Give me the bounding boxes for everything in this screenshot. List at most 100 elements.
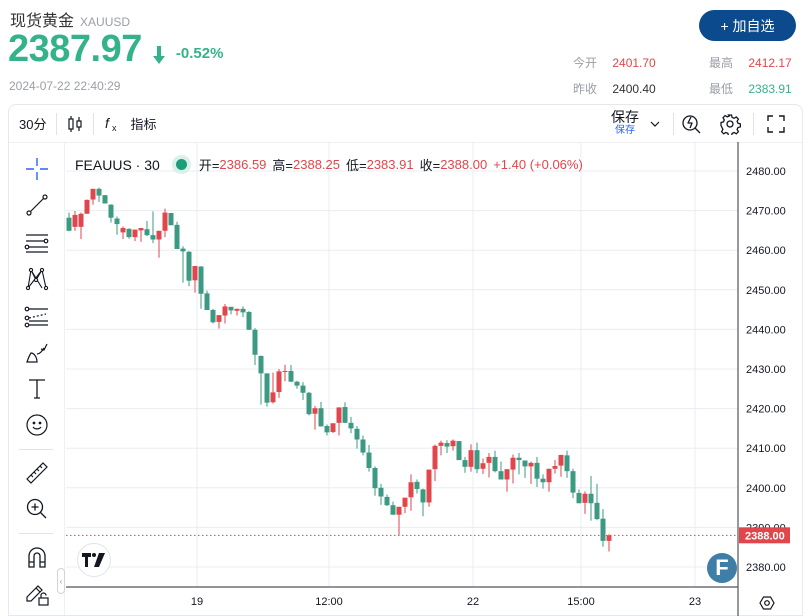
emoji-icon [26,414,48,436]
candle-body [372,468,378,489]
fib-retracement-icon [24,234,49,253]
open-value: 2401.70 [612,56,656,70]
legend-high: 2388.25 [293,157,340,172]
candle-body [84,199,90,214]
candle-body [288,370,294,382]
candle-body [180,248,186,252]
text-tool[interactable] [23,375,51,403]
candle-body [264,373,270,403]
candle-body [432,445,438,470]
fib-retracement-tool[interactable] [23,229,51,257]
x-axis-label: 19 [191,596,203,608]
pitchfork-tool[interactable] [23,303,51,331]
market-status-dot [175,159,187,170]
candle-body [414,481,420,489]
interval-button[interactable]: 30分 [19,117,47,132]
alert-search-icon [682,115,701,134]
quote-header: 现货黄金 XAUUSD 2387.97 -0.52% 2024-07-22 22… [0,0,811,104]
y-axis-label: 2470.00 [746,206,786,218]
candle-body [72,214,78,227]
tradingview-icon [82,553,105,567]
candle-body [342,407,348,423]
candle-body [516,457,522,461]
x-axis-label: 22 [467,596,479,608]
brush-tool[interactable] [23,339,51,367]
candle-body [318,408,324,427]
candle-body [456,441,462,461]
candle-body [444,443,450,447]
y-axis-label: 2450.00 [746,285,786,297]
candle-body [594,502,600,520]
candle-body [606,535,612,541]
candle-style-icon [68,115,83,132]
ruler-tool[interactable] [23,459,51,487]
candle-body [480,463,486,469]
lock-drawings-tool[interactable] [23,579,51,607]
save-button[interactable]: 保存 保存 [611,109,639,136]
fullscreen-button[interactable] [763,105,789,143]
tradingview-logo[interactable] [77,543,111,577]
axis-settings-icon [759,596,775,610]
save-menu-dropdown[interactable] [645,105,665,143]
candle-body [384,496,390,506]
f-badge-icon[interactable]: F [707,553,737,583]
candle-body [540,478,546,483]
alert-button[interactable] [679,105,705,143]
candle-body [162,212,168,231]
candle-body [78,213,84,227]
candle-body [570,471,576,493]
candle-body [306,392,312,415]
high-value: 2412.17 [748,56,792,70]
gear-icon [720,114,741,135]
prev-close-value: 2400.40 [612,82,656,96]
candle-body [216,315,222,322]
candle-body [522,460,528,467]
candle-body [312,408,318,414]
pitchfork-icon [24,306,48,328]
settings-button[interactable] [717,105,743,143]
candle-body [270,392,276,403]
candle-body [486,456,492,463]
y-axis-label: 2480.00 [746,166,786,178]
candle-body [468,450,474,467]
crosshair-icon [26,158,48,180]
y-axis-label: 2460.00 [746,245,786,257]
y-axis-label: 2400.00 [746,483,786,495]
collapse-sidebar-button[interactable]: ‹ [57,568,65,594]
candle-body [420,489,426,503]
y-axis-label: 2440.00 [746,324,786,336]
candle-body [600,518,606,541]
candle-body [564,455,570,472]
candle-body [402,497,408,507]
trend-line-tool[interactable] [23,191,51,219]
candle-body [552,466,558,469]
candle-body [210,309,216,323]
candle-body [324,426,330,433]
candle-body [462,460,468,467]
candle-body [186,251,192,281]
pattern-tool[interactable] [23,265,51,293]
candle-body [426,469,432,503]
quote-timestamp: 2024-07-22 22:40:29 [9,79,121,93]
candle-body [204,293,210,310]
candle-body [576,492,582,504]
toolbar-divider [56,112,58,135]
zoom-in-tool[interactable] [23,495,51,523]
crosshair-tool[interactable] [23,155,51,183]
candle-body [96,188,102,196]
candle-body [150,235,156,240]
chart-style-button[interactable] [57,105,93,143]
indicators-label: 指标 [130,117,157,132]
magnet-tool[interactable] [23,543,51,571]
candle-body [258,355,264,374]
candle-body [282,370,288,372]
emoji-tool[interactable] [23,411,51,439]
toolbar-divider [673,113,674,135]
sidebar-divider [19,533,53,534]
candle-body [246,311,252,330]
candle-body [102,195,108,204]
add-to-watchlist-button[interactable]: + 加自选 [699,10,796,41]
toolbar-divider [93,112,95,135]
